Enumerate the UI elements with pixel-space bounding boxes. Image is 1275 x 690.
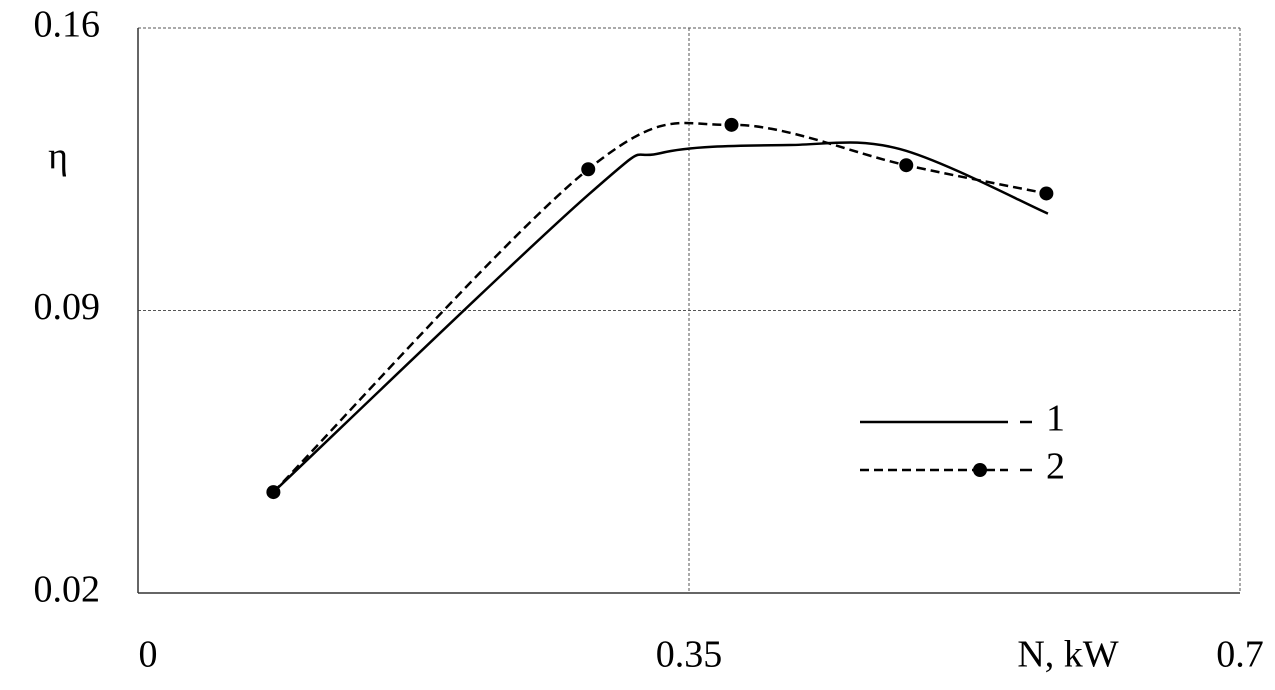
line [272,121,1047,493]
x-axis-label: N, kW [1017,634,1118,676]
x-tick-label: 0.35 [656,634,723,676]
legend-label: 2 [1046,446,1065,488]
line [272,141,1049,494]
x-tick-label: 0 [139,634,158,676]
marker [899,158,914,173]
x-tick-label: 0.7 [1216,634,1264,676]
marker [266,485,281,500]
y-axis-label: η [48,136,68,178]
y-tick-label: 0.09 [34,286,101,328]
y-tick-label: 0.16 [34,4,101,46]
legend-marker [973,463,987,477]
marker [1039,186,1054,201]
y-tick-label: 0.02 [34,569,101,611]
legend-label: 1 [1046,398,1065,440]
marker [581,162,596,177]
marker [724,117,739,132]
